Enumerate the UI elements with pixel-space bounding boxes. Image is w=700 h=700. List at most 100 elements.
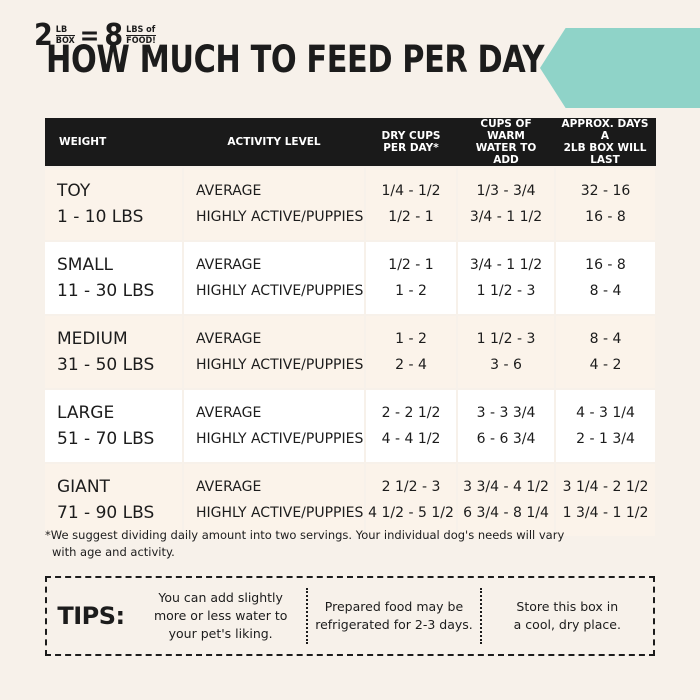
activity-cell: AVERAGE HIGHLY ACTIVE/PUPPIES (182, 240, 365, 315)
header-water-text: CUPS OF WARM WATER TO ADD (475, 118, 537, 166)
dry-cups-cell: 2 1/2 - 3 4 1/2 - 5 1/2 (364, 462, 457, 536)
water-cell-water1: 1 1/2 - 3 (476, 331, 536, 347)
feeding-table: WEIGHT ACTIVITY LEVEL DRY CUPS PER DAY* … (45, 118, 656, 536)
dry-cups-cell-dry1: 1/4 - 1/2 (381, 183, 441, 199)
days-cell: 4 - 3 1/4 2 - 1 3/4 (554, 388, 655, 463)
tip-water-text: You can add slightly more or less water … (153, 590, 288, 641)
water-cell-water1: 3/4 - 1 1/2 (469, 257, 543, 273)
days-cell-days2: 2 - 1 3/4 (576, 431, 635, 447)
weight-cell-size: MEDIUM (57, 329, 128, 349)
footnote-line-1: *We suggest dividing daily amount into t… (45, 528, 565, 542)
activity-cell-act2: HIGHLY ACTIVE/PUPPIES (196, 209, 364, 225)
header-days-text: APPROX. DAYS A 2LB BOX WILL LAST (561, 118, 649, 166)
header-water: CUPS OF WARM WATER TO ADD (457, 118, 556, 167)
dry-cups-cell-dry2: 1/2 - 1 (388, 209, 434, 225)
activity-cell-act1: AVERAGE (196, 405, 262, 421)
activity-cell: AVERAGE HIGHLY ACTIVE/PUPPIES (182, 166, 365, 241)
water-cell: 1 1/2 - 3 3 - 6 (456, 314, 555, 389)
days-cell: 16 - 8 8 - 4 (554, 240, 655, 315)
ratio-ribbon (540, 28, 700, 108)
days-cell-days1: 8 - 4 (589, 331, 622, 347)
activity-cell-act2: HIGHLY ACTIVE/PUPPIES (196, 283, 364, 299)
header-dry-cups: DRY CUPS PER DAY* (365, 118, 458, 167)
water-cell-water1: 3 - 3 3/4 (476, 405, 536, 421)
activity-cell: AVERAGE HIGHLY ACTIVE/PUPPIES (182, 462, 365, 536)
dry-cups-cell: 1/4 - 1/2 1/2 - 1 (364, 166, 457, 241)
weight-cell-range: 11 - 30 LBS (57, 281, 155, 301)
dry-cups-cell-dry1: 1 - 2 (395, 331, 427, 347)
table-row: LARGE 51 - 70 LBS AVERAGE HIGHLY ACTIVE/PUP… (45, 388, 655, 463)
weight-cell-range: 1 - 10 LBS (57, 207, 144, 227)
water-cell-water1: 1/3 - 3/4 (476, 183, 536, 199)
footnote-line-2: with age and activity. (52, 545, 175, 559)
weight-cell: SMALL 11 - 30 LBS (45, 240, 183, 315)
water-cell: 3 - 3 3/4 6 - 6 3/4 (456, 388, 555, 463)
activity-cell-act2: HIGHLY ACTIVE/PUPPIES (196, 431, 364, 447)
table-row: SMALL 11 - 30 LBS AVERAGE HIGHLY ACTIVE/PUP… (45, 240, 655, 315)
days-cell: 32 - 16 16 - 8 (554, 166, 655, 241)
dry-cups-cell-dry2: 4 - 4 1/2 (381, 431, 441, 447)
header-activity: ACTIVITY LEVEL (183, 118, 366, 167)
dry-cups-cell: 1/2 - 1 1 - 2 (364, 240, 457, 315)
water-cell-water2: 6 3/4 - 8 1/4 (463, 505, 549, 521)
weight-cell-size: TOY (57, 181, 91, 201)
days-cell: 8 - 4 4 - 2 (554, 314, 655, 389)
tips-box: TIPS: You can add slightly more or less … (45, 576, 655, 656)
days-cell: 3 1/4 - 2 1/2 1 3/4 - 1 1/2 (554, 462, 655, 536)
dry-cups-cell-dry2: 1 - 2 (395, 283, 427, 299)
tip-refrigerate-text: Prepared food may be refrigerated for 2-… (315, 599, 473, 632)
table-row: GIANT 71 - 90 LBS AVERAGE HIGHLY ACTIVE/PUP… (45, 462, 655, 536)
dry-cups-cell-dry1: 2 - 2 1/2 (381, 405, 441, 421)
days-cell-days1: 32 - 16 (580, 183, 631, 199)
tip-water: You can add slightly more or less water … (135, 588, 306, 644)
dry-cups-cell-dry2: 4 1/2 - 5 1/2 (368, 505, 454, 521)
ratio-right-unit-bottom: FOOD! (126, 36, 156, 46)
header-weight: WEIGHT (45, 118, 184, 167)
water-cell: 3 3/4 - 4 1/2 6 3/4 - 8 1/4 (456, 462, 555, 536)
tip-storage-text: Store this box in a cool, dry place. (513, 599, 621, 632)
weight-cell-size: LARGE (57, 403, 115, 423)
dry-cups-cell: 1 - 2 2 - 4 (364, 314, 457, 389)
days-cell-days2: 8 - 4 (589, 283, 622, 299)
activity-cell-act1: AVERAGE (196, 257, 262, 273)
water-cell: 3/4 - 1 1/2 1 1/2 - 3 (456, 240, 555, 315)
ratio-right-number: 8 (104, 18, 124, 53)
activity-cell-act1: AVERAGE (196, 331, 262, 347)
ratio-badge: 2 LB BOX = 8 LBS of FOOD! (34, 18, 156, 53)
header-dry-cups-text: DRY CUPS PER DAY* (381, 130, 441, 154)
footnote: *We suggest dividing daily amount into t… (45, 527, 655, 561)
activity-cell: AVERAGE HIGHLY ACTIVE/PUPPIES (182, 314, 365, 389)
weight-cell: LARGE 51 - 70 LBS (45, 388, 183, 463)
water-cell-water2: 3/4 - 1 1/2 (469, 209, 543, 225)
tip-refrigerate: Prepared food may be refrigerated for 2-… (306, 588, 479, 644)
table-row: TOY 1 - 10 LBS AVERAGE HIGHLY ACTIVE/PUPPIE… (45, 166, 655, 241)
table-header-row: WEIGHT ACTIVITY LEVEL DRY CUPS PER DAY* … (45, 118, 656, 167)
dry-cups-cell-dry1: 2 1/2 - 3 (381, 479, 441, 495)
weight-cell-size: GIANT (57, 477, 110, 497)
header-days: APPROX. DAYS A 2LB BOX WILL LAST (555, 118, 656, 167)
ratio-left-number: 2 (34, 18, 53, 53)
water-cell: 1/3 - 3/4 3/4 - 1 1/2 (456, 166, 555, 241)
dry-cups-cell-dry1: 1/2 - 1 (388, 257, 434, 273)
dry-cups-cell: 2 - 2 1/2 4 - 4 1/2 (364, 388, 457, 463)
weight-cell-range: 51 - 70 LBS (57, 429, 155, 449)
ratio-left-unit-bottom: BOX (55, 36, 75, 46)
activity-cell-act2: HIGHLY ACTIVE/PUPPIES (196, 357, 364, 373)
activity-cell-act2: HIGHLY ACTIVE/PUPPIES (196, 505, 364, 521)
days-cell-days1: 3 1/4 - 2 1/2 (562, 479, 649, 495)
ratio-equals: = (79, 20, 100, 51)
water-cell-water2: 1 1/2 - 3 (476, 283, 536, 299)
days-cell-days1: 4 - 3 1/4 (576, 405, 635, 421)
days-cell-days2: 1 3/4 - 1 1/2 (562, 505, 649, 521)
days-cell-days2: 16 - 8 (585, 209, 626, 225)
page-title: HOW MUCH TO FEED PER DAY (46, 38, 545, 81)
ratio-left-unit: LB BOX (55, 25, 75, 46)
dry-cups-cell-dry2: 2 - 4 (395, 357, 427, 373)
tips-label: TIPS: (57, 602, 125, 630)
water-cell-water2: 6 - 6 3/4 (476, 431, 536, 447)
weight-cell-range: 71 - 90 LBS (57, 503, 155, 523)
ratio-left-unit-top: LB (55, 25, 75, 36)
table-row: MEDIUM 31 - 50 LBS AVERAGE HIGHLY ACTIVE/PU… (45, 314, 655, 389)
weight-cell-range: 31 - 50 LBS (57, 355, 155, 375)
activity-cell-act1: AVERAGE (196, 183, 262, 199)
